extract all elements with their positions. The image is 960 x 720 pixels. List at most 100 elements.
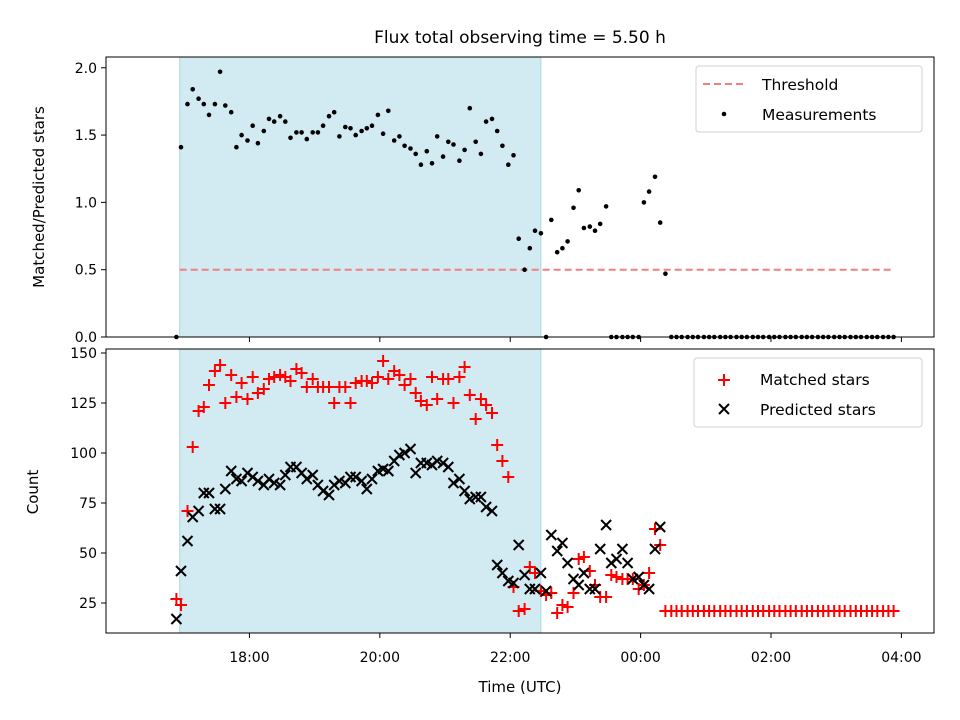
predicted-star-point — [654, 521, 666, 533]
matched-star-point — [186, 441, 199, 453]
measurement-point — [271, 119, 277, 124]
predicted-star-point — [529, 583, 541, 595]
predicted-star-point — [486, 505, 498, 517]
ratio-panel: 0.00.51.01.52.0 Matched/Predicted stars … — [30, 56, 935, 346]
matched-star-point — [382, 373, 395, 385]
ratio-y-tick-label: 1.5 — [75, 128, 97, 144]
ratio-axes-frame — [105, 56, 935, 338]
matched-star-point — [426, 371, 438, 383]
measurement-point — [315, 130, 321, 135]
measurement-point — [500, 143, 505, 149]
measurement-point — [239, 132, 244, 138]
matched-star-point — [491, 439, 504, 451]
measurement-point — [369, 123, 375, 128]
measurement-point — [663, 271, 668, 277]
predicted-star-point — [469, 491, 482, 503]
matched-star-point — [284, 375, 297, 387]
predicted-star-point — [214, 503, 226, 515]
predicted-star-point — [361, 483, 373, 495]
matched-star-point — [887, 605, 900, 617]
matched-star-point — [610, 571, 623, 583]
measurement-point — [386, 108, 391, 114]
predicted-star-point — [518, 569, 531, 581]
matched-star-point — [518, 603, 531, 615]
matched-star-point — [420, 399, 433, 411]
predicted-star-point — [209, 503, 221, 515]
predicted-star-point — [524, 583, 536, 595]
predicted-star-point — [409, 467, 422, 479]
predicted-star-point — [349, 471, 362, 483]
measurement-point — [288, 135, 293, 141]
count-panel: 25 50 75 100 125 150 18:00 20:00 22:00 00:00 02:0… — [24, 346, 935, 696]
measurement-point — [337, 134, 342, 139]
measurement-point — [261, 128, 267, 134]
measurement-point — [326, 113, 332, 119]
matched-star-point — [561, 601, 574, 613]
predicted-star-point — [301, 473, 313, 485]
matched-star-point — [643, 567, 656, 579]
measurement-point — [245, 138, 250, 143]
measurement-point — [527, 245, 533, 251]
measurement-point — [375, 112, 381, 118]
matched-star-point — [469, 413, 482, 425]
measurement-point — [299, 130, 304, 135]
matched-star-point — [349, 377, 362, 389]
matched-star-point — [398, 379, 411, 391]
measurement-point — [467, 105, 473, 111]
measurement-point — [380, 131, 386, 136]
count-y-tick-label: 125 — [70, 396, 97, 412]
predicted-star-point — [475, 491, 487, 503]
measurement-point — [592, 228, 598, 233]
measurement-point — [560, 245, 565, 251]
measurement-point — [429, 161, 435, 166]
matched-star-point — [486, 407, 498, 419]
count-y-tick-label: 150 — [70, 346, 97, 362]
predicted-star-point — [551, 545, 563, 557]
count-legend: Matched stars Predicted stars — [693, 357, 923, 428]
matched-star-point — [306, 373, 319, 385]
matched-star-point — [328, 397, 341, 409]
predicted-star-point — [382, 465, 395, 477]
measurement-point — [413, 151, 419, 157]
matched-star-point — [371, 371, 384, 383]
matched-star-point — [257, 383, 270, 395]
matched-star-point — [203, 379, 215, 391]
ratio-y-tick-label: 1.0 — [75, 195, 97, 211]
x-tick-label: 04:00 — [881, 650, 921, 666]
predicted-star-point — [496, 567, 509, 579]
x-tick-label: 20:00 — [360, 650, 400, 666]
measurement-point — [234, 144, 239, 150]
predicted-star-point — [458, 485, 471, 497]
matched-star-point — [225, 369, 238, 381]
predicted-star-point — [556, 537, 569, 549]
measurement-point — [391, 138, 397, 143]
measurement-point — [190, 87, 195, 92]
matched-star-point — [529, 567, 541, 579]
predicted-star-point — [442, 461, 455, 473]
ratio-legend-box — [695, 65, 923, 133]
observing-window-band — [179, 56, 542, 338]
measurement-point — [310, 130, 316, 135]
matched-star-point — [447, 397, 460, 409]
predicted-star-point — [252, 475, 264, 487]
measurement-point — [206, 112, 212, 118]
measurement-point — [581, 225, 587, 231]
measurement-point — [538, 231, 544, 236]
measurement-point — [597, 221, 603, 227]
matched-star-point — [300, 381, 313, 393]
predicted-star-point — [643, 583, 655, 595]
measurement-point — [446, 139, 451, 145]
predicted-star-point — [355, 475, 368, 487]
ratio-y-axis-label: Matched/Predicted stars — [30, 106, 48, 288]
legend-measurements-label: Measurements — [762, 106, 877, 124]
measurement-point — [283, 119, 288, 124]
matched-star-point — [263, 373, 275, 385]
measurement-point — [434, 134, 440, 139]
matched-star-point — [344, 397, 357, 409]
matched-star-point — [556, 599, 569, 611]
matched-star-point — [600, 591, 613, 603]
measurement-point — [532, 228, 538, 233]
ratio-legend: Threshold Measurements — [695, 65, 923, 133]
measurement-point — [554, 249, 560, 255]
predicted-star-point — [225, 465, 237, 477]
